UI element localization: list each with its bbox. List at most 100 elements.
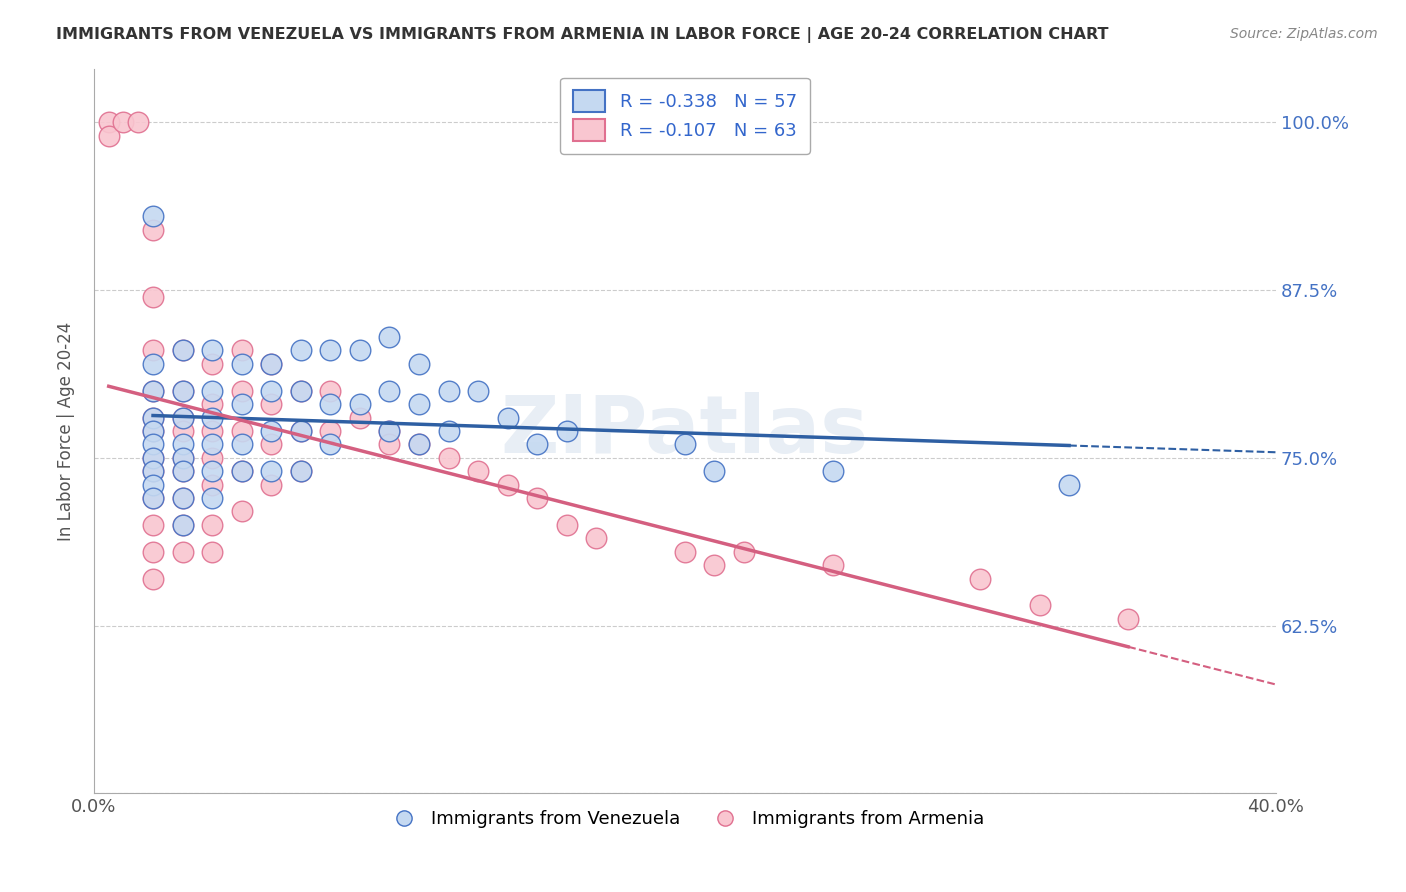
Point bbox=[172, 450, 194, 465]
Point bbox=[172, 424, 194, 438]
Point bbox=[437, 384, 460, 398]
Point bbox=[378, 424, 401, 438]
Point bbox=[142, 572, 165, 586]
Point bbox=[201, 397, 224, 411]
Point bbox=[231, 343, 253, 358]
Point bbox=[260, 397, 283, 411]
Point bbox=[290, 464, 312, 478]
Point bbox=[496, 477, 519, 491]
Point bbox=[319, 424, 342, 438]
Point bbox=[142, 357, 165, 371]
Point bbox=[142, 410, 165, 425]
Point bbox=[349, 343, 371, 358]
Point bbox=[349, 410, 371, 425]
Point bbox=[1028, 599, 1050, 613]
Point bbox=[260, 357, 283, 371]
Point bbox=[378, 437, 401, 451]
Point bbox=[1057, 477, 1080, 491]
Point bbox=[673, 437, 696, 451]
Point bbox=[142, 290, 165, 304]
Point bbox=[201, 464, 224, 478]
Point bbox=[555, 424, 578, 438]
Point bbox=[378, 384, 401, 398]
Point bbox=[260, 477, 283, 491]
Point bbox=[172, 450, 194, 465]
Point bbox=[319, 343, 342, 358]
Text: Source: ZipAtlas.com: Source: ZipAtlas.com bbox=[1230, 27, 1378, 41]
Legend: Immigrants from Venezuela, Immigrants from Armenia: Immigrants from Venezuela, Immigrants fr… bbox=[378, 803, 991, 835]
Point bbox=[142, 464, 165, 478]
Point bbox=[319, 437, 342, 451]
Point bbox=[201, 384, 224, 398]
Point bbox=[142, 450, 165, 465]
Point bbox=[467, 384, 489, 398]
Y-axis label: In Labor Force | Age 20-24: In Labor Force | Age 20-24 bbox=[58, 321, 75, 541]
Point bbox=[142, 477, 165, 491]
Point bbox=[231, 464, 253, 478]
Point bbox=[142, 222, 165, 236]
Point bbox=[142, 410, 165, 425]
Point bbox=[201, 477, 224, 491]
Point bbox=[172, 410, 194, 425]
Point bbox=[260, 464, 283, 478]
Point bbox=[142, 464, 165, 478]
Point bbox=[290, 424, 312, 438]
Point bbox=[733, 545, 755, 559]
Point bbox=[231, 464, 253, 478]
Point bbox=[231, 384, 253, 398]
Point bbox=[142, 491, 165, 505]
Text: IMMIGRANTS FROM VENEZUELA VS IMMIGRANTS FROM ARMENIA IN LABOR FORCE | AGE 20-24 : IMMIGRANTS FROM VENEZUELA VS IMMIGRANTS … bbox=[56, 27, 1109, 43]
Point bbox=[349, 397, 371, 411]
Point bbox=[231, 437, 253, 451]
Point bbox=[127, 115, 149, 129]
Point bbox=[172, 491, 194, 505]
Point bbox=[290, 424, 312, 438]
Point bbox=[496, 410, 519, 425]
Point bbox=[172, 464, 194, 478]
Point bbox=[201, 410, 224, 425]
Point bbox=[378, 424, 401, 438]
Point bbox=[142, 209, 165, 223]
Point bbox=[142, 424, 165, 438]
Point bbox=[526, 437, 548, 451]
Point bbox=[526, 491, 548, 505]
Point bbox=[290, 384, 312, 398]
Point bbox=[142, 545, 165, 559]
Point bbox=[703, 464, 725, 478]
Point bbox=[555, 517, 578, 532]
Point bbox=[201, 545, 224, 559]
Point bbox=[378, 330, 401, 344]
Point bbox=[408, 437, 430, 451]
Point bbox=[467, 464, 489, 478]
Point bbox=[408, 437, 430, 451]
Point bbox=[290, 343, 312, 358]
Point bbox=[142, 491, 165, 505]
Text: ZIPatlas: ZIPatlas bbox=[501, 392, 869, 470]
Point bbox=[703, 558, 725, 573]
Point bbox=[290, 384, 312, 398]
Point bbox=[142, 517, 165, 532]
Point bbox=[1116, 612, 1139, 626]
Point bbox=[172, 517, 194, 532]
Point bbox=[201, 424, 224, 438]
Point bbox=[201, 343, 224, 358]
Point bbox=[201, 437, 224, 451]
Point bbox=[821, 558, 844, 573]
Point bbox=[142, 424, 165, 438]
Point bbox=[172, 343, 194, 358]
Point bbox=[172, 464, 194, 478]
Point bbox=[260, 437, 283, 451]
Point bbox=[673, 545, 696, 559]
Point bbox=[585, 531, 607, 545]
Point bbox=[172, 384, 194, 398]
Point bbox=[408, 397, 430, 411]
Point bbox=[142, 437, 165, 451]
Point bbox=[172, 437, 194, 451]
Point bbox=[172, 545, 194, 559]
Point bbox=[201, 491, 224, 505]
Point bbox=[290, 464, 312, 478]
Point bbox=[231, 357, 253, 371]
Point bbox=[319, 397, 342, 411]
Point bbox=[97, 115, 120, 129]
Point bbox=[142, 384, 165, 398]
